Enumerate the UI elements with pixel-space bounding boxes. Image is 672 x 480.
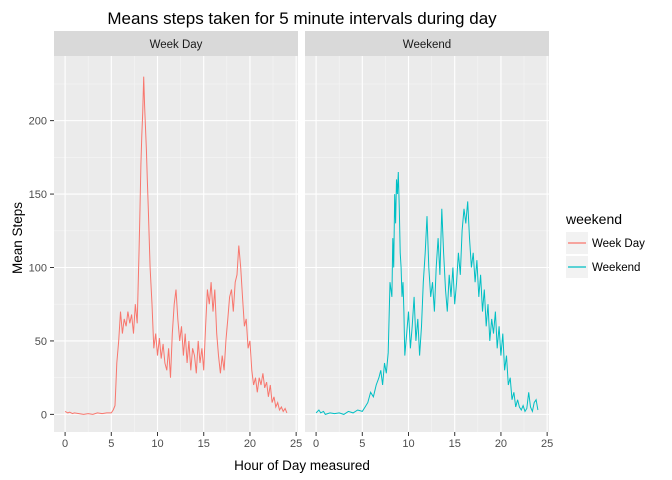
facet-strip-label: Week Day — [150, 39, 203, 51]
legend-label-weekend: Weekend — [592, 262, 640, 274]
x-tick-label: 0 — [313, 438, 319, 450]
chart-title: Means steps taken for 5 minute intervals… — [107, 9, 497, 28]
facet-panel: Week Day 0 5 10 15 20 25 — [54, 31, 302, 450]
legend: weekend Week Day Weekend — [565, 211, 645, 278]
y-axis-title: Mean Steps — [10, 202, 25, 274]
facet-panels: 0 50 100 150 200 Week Day 0 5 10 15 20 25 Weekend 0 5 1… — [29, 31, 553, 450]
y-tick-label: 100 — [29, 263, 47, 275]
x-tick-label: 20 — [495, 438, 507, 450]
panel-background — [305, 56, 549, 432]
legend-item-week-day: Week Day — [566, 232, 645, 254]
x-tick-label: 10 — [151, 438, 163, 450]
legend-title: weekend — [565, 211, 622, 227]
series-line-weekend — [315, 171, 539, 415]
x-tick-label: 25 — [290, 438, 302, 450]
panel-background — [54, 56, 298, 432]
x-tick-label: 0 — [62, 438, 68, 450]
y-tick-label: 150 — [29, 189, 47, 201]
facet-strip — [305, 31, 549, 56]
legend-label-week-day: Week Day — [592, 238, 645, 250]
series-line-week-day — [64, 76, 288, 415]
y-tick-label: 200 — [29, 116, 47, 128]
x-tick-label: 15 — [198, 438, 210, 450]
facet-panel: Weekend 0 5 10 15 20 25 — [305, 31, 553, 450]
y-tick-label: 50 — [35, 336, 47, 348]
x-tick-label: 5 — [359, 438, 365, 450]
x-tick-label: 10 — [402, 438, 414, 450]
y-tick-label: 0 — [41, 409, 47, 421]
legend-item-weekend: Weekend — [566, 256, 640, 278]
facet-strip-label: Weekend — [403, 39, 451, 51]
x-tick-label: 25 — [541, 438, 553, 450]
facet-strip — [54, 31, 298, 56]
x-axis-title: Hour of Day measured — [234, 458, 370, 473]
x-tick-label: 20 — [244, 438, 256, 450]
x-tick-label: 15 — [449, 438, 461, 450]
x-tick-label: 5 — [108, 438, 114, 450]
